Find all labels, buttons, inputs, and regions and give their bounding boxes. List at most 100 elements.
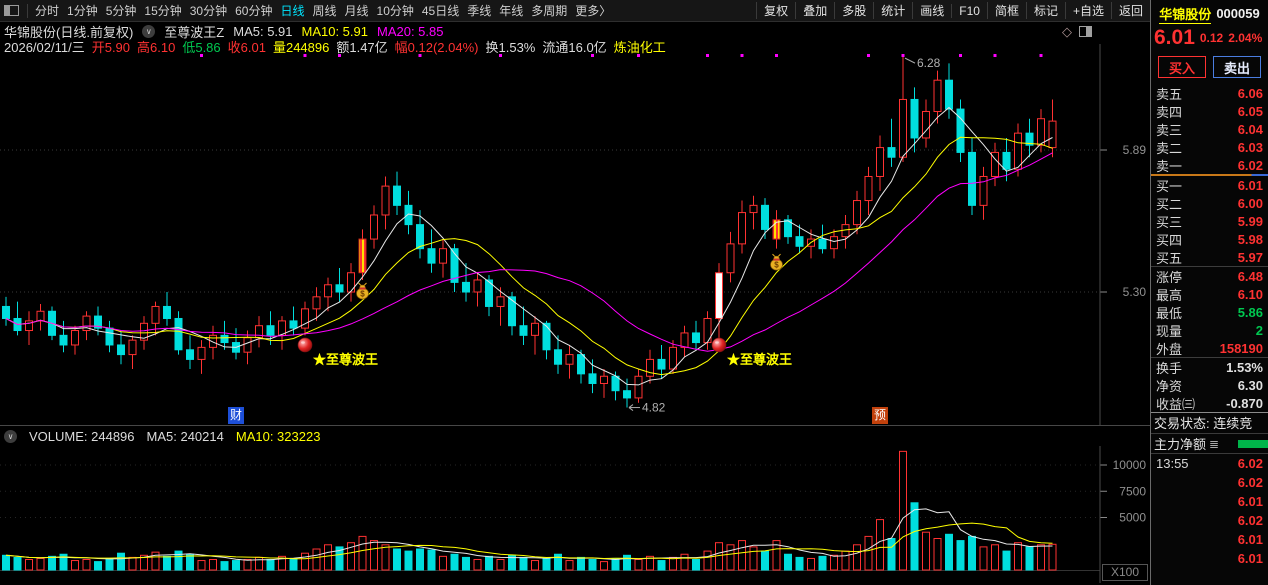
tab-1min[interactable]: 1分钟: [67, 4, 98, 18]
tool-simple-frame[interactable]: 简框: [986, 2, 1026, 19]
tab-yearly[interactable]: 年线: [499, 4, 524, 18]
bid-label: 买三: [1156, 214, 1183, 230]
main-chart-canvas[interactable]: 5.89 5.30 6.28 4.82 ★至尊波王 ★至尊波王 $ $: [0, 44, 1150, 426]
bid-row-2[interactable]: 买二 6.00: [1151, 194, 1268, 212]
tab-60min[interactable]: 60分钟: [235, 4, 273, 18]
bid-row-4[interactable]: 买四 5.98: [1151, 230, 1268, 248]
bid-price: 6.00: [1237, 195, 1263, 211]
pane-separator[interactable]: [0, 425, 1150, 426]
event-marker[interactable]: 财: [228, 407, 244, 424]
volume-ma5-label: MA5: 240214: [146, 428, 224, 444]
signal-text: ★至尊波王: [313, 352, 378, 367]
info-volume: 量244896: [272, 40, 330, 55]
ask-label: 卖三: [1156, 122, 1183, 138]
chevron-down-icon[interactable]: ∨: [142, 25, 156, 38]
indicator-dot: [591, 54, 594, 57]
split-pane-icon[interactable]: [1079, 25, 1092, 37]
tool-mark[interactable]: 标记: [1025, 2, 1065, 19]
indicator-dot: [993, 54, 997, 57]
tab-15min[interactable]: 15分钟: [144, 4, 182, 18]
ma5-value-label: MA5: 5.91: [233, 24, 293, 39]
tab-realtime[interactable]: 分时: [35, 4, 60, 18]
stock-code: 000059: [1216, 6, 1260, 21]
ask-label: 卖五: [1156, 86, 1183, 102]
indicator-dot: [867, 54, 870, 57]
stat-turnover: 换手 1.53%: [1151, 358, 1268, 376]
tool-draw-line[interactable]: 画线: [912, 2, 951, 19]
indicator-dot: [637, 54, 640, 57]
toolbar-divider: [27, 3, 28, 18]
tab-weekly[interactable]: 周线: [312, 4, 337, 18]
indicator-dot: [740, 54, 744, 57]
ma20-value-label: MA20: 5.85: [377, 24, 444, 39]
tab-monthly[interactable]: 月线: [344, 4, 369, 18]
bid-label: 买五: [1156, 250, 1183, 266]
tick-price: 6.02: [1237, 475, 1263, 490]
indicator-dot: [499, 54, 502, 57]
stat-value: 6.30: [1237, 377, 1263, 393]
diamond-icon[interactable]: ◇: [1062, 23, 1072, 39]
volume-value-label: VOLUME: 244896: [29, 428, 135, 444]
stock-name[interactable]: 华锦股份: [1159, 4, 1212, 24]
tab-5min[interactable]: 5分钟: [105, 4, 137, 18]
tab-daily[interactable]: 日线: [280, 4, 305, 18]
tool-back[interactable]: 返回: [1110, 2, 1150, 19]
buy-button[interactable]: 买入: [1158, 56, 1206, 78]
event-marker[interactable]: 预: [872, 407, 888, 424]
chevron-down-icon[interactable]: ∨: [4, 429, 17, 443]
ask-price: 6.06: [1237, 85, 1263, 101]
tab-30min[interactable]: 30分钟: [189, 4, 228, 18]
bid-row-3[interactable]: 买三 5.99: [1151, 212, 1268, 230]
tab-more[interactable]: 更多〉: [575, 4, 612, 18]
tab-10min[interactable]: 10分钟: [376, 4, 414, 18]
tab-45day[interactable]: 45日线: [421, 4, 460, 18]
ask-price: 6.04: [1237, 121, 1263, 137]
tool-adjust-price[interactable]: 复权: [756, 2, 795, 19]
indicator-dot: [1039, 54, 1043, 57]
tick-trade-list: 13:55 6.02 6.02 6.01 6.02 6.01 6.01: [1151, 453, 1268, 568]
tool-add-watchlist[interactable]: +自选: [1064, 2, 1111, 19]
ask-row-5[interactable]: 卖五 6.06: [1151, 84, 1268, 102]
ask-row-2[interactable]: 卖二 6.03: [1151, 138, 1268, 156]
tool-f10[interactable]: F10: [951, 3, 987, 18]
stat-value: 158190: [1219, 340, 1263, 356]
ask-row-1[interactable]: 卖一 6.02: [1151, 156, 1268, 174]
tool-statistics[interactable]: 统计: [873, 2, 912, 19]
ask-row-3[interactable]: 卖三 6.04: [1151, 120, 1268, 138]
window-layout-icon[interactable]: [4, 5, 19, 16]
tick-row: 13:55 6.02: [1151, 454, 1268, 473]
sell-button[interactable]: 卖出: [1213, 56, 1261, 78]
indicator-name[interactable]: 至尊波王Z: [164, 25, 225, 40]
info-industry[interactable]: 炼油化工: [613, 40, 666, 55]
tab-quarterly[interactable]: 季线: [467, 4, 492, 18]
timeframe-tabs: 分时 1分钟 5分钟 15分钟 30分钟 60分钟 日线 周线 月线 10分钟 …: [31, 2, 615, 19]
bid-row-5[interactable]: 买五 5.97: [1151, 248, 1268, 266]
volume-ma10-label: MA10: 323223: [235, 428, 321, 444]
tab-multi-period[interactable]: 多周期: [531, 4, 568, 18]
info-high: 高6.10: [137, 40, 176, 55]
bid-price: 5.99: [1237, 213, 1263, 229]
tool-multi-stock[interactable]: 多股: [834, 2, 873, 19]
main-capital-flow-row[interactable]: 主力净额 ≣: [1151, 433, 1268, 453]
indicator-dot: [303, 54, 307, 57]
ask-price: 6.03: [1237, 139, 1263, 155]
ask-price: 6.02: [1237, 157, 1263, 173]
signal-ball-icon: [297, 337, 313, 353]
ask-row-4[interactable]: 卖四 6.05: [1151, 102, 1268, 120]
indicator-dot: [775, 54, 778, 57]
ohlc-info-line: 2026/02/11/三 开5.90 高6.10 低5.86 收6.01 量24…: [4, 39, 666, 55]
stock-name-row: 华锦股份 000059: [1151, 0, 1268, 24]
ma10-line: [5, 136, 1053, 376]
volume-chart-canvas[interactable]: 10000 7500 5000: [0, 446, 1150, 583]
stat-value: 2: [1255, 322, 1263, 338]
stat-label: 收益㈢: [1156, 396, 1196, 412]
svg-text:$: $: [774, 261, 779, 270]
bid-row-1[interactable]: 买一 6.01: [1151, 176, 1268, 194]
tool-overlay[interactable]: 叠加: [795, 2, 834, 19]
info-float: 流通16.0亿: [542, 40, 607, 55]
tick-price: 6.01: [1237, 532, 1263, 547]
peak-price-label: 6.28: [917, 56, 941, 70]
price-change: 0.12: [1199, 31, 1224, 45]
detail-list-icon[interactable]: ≣: [1209, 436, 1220, 451]
